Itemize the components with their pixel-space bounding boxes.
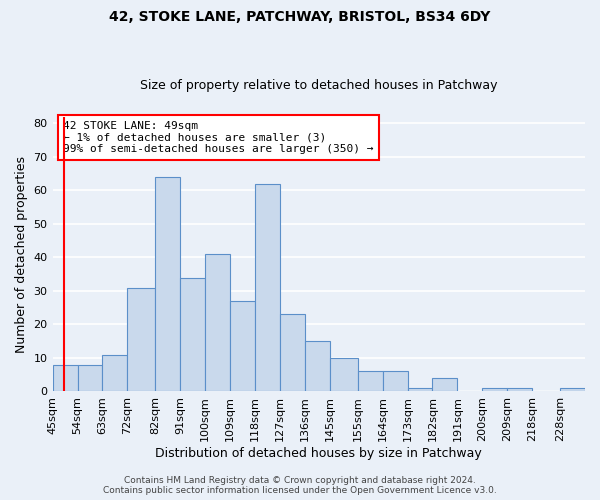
Bar bbox=[305, 341, 330, 392]
Bar bbox=[407, 388, 433, 392]
Bar bbox=[230, 301, 255, 392]
Text: 42, STOKE LANE, PATCHWAY, BRISTOL, BS34 6DY: 42, STOKE LANE, PATCHWAY, BRISTOL, BS34 … bbox=[109, 10, 491, 24]
Bar bbox=[53, 364, 77, 392]
Bar bbox=[358, 372, 383, 392]
Bar bbox=[205, 254, 230, 392]
Bar bbox=[255, 184, 280, 392]
Bar bbox=[155, 177, 180, 392]
Bar bbox=[330, 358, 358, 392]
Bar bbox=[180, 278, 205, 392]
Text: 42 STOKE LANE: 49sqm
← 1% of detached houses are smaller (3)
99% of semi-detache: 42 STOKE LANE: 49sqm ← 1% of detached ho… bbox=[63, 121, 374, 154]
Title: Size of property relative to detached houses in Patchway: Size of property relative to detached ho… bbox=[140, 79, 497, 92]
Bar bbox=[482, 388, 508, 392]
Y-axis label: Number of detached properties: Number of detached properties bbox=[15, 156, 28, 352]
Bar bbox=[103, 354, 127, 392]
X-axis label: Distribution of detached houses by size in Patchway: Distribution of detached houses by size … bbox=[155, 447, 482, 460]
Bar bbox=[127, 288, 155, 392]
Bar bbox=[77, 364, 103, 392]
Bar bbox=[560, 388, 585, 392]
Bar bbox=[433, 378, 457, 392]
Text: Contains HM Land Registry data © Crown copyright and database right 2024.
Contai: Contains HM Land Registry data © Crown c… bbox=[103, 476, 497, 495]
Bar bbox=[280, 314, 305, 392]
Bar bbox=[383, 372, 407, 392]
Bar bbox=[508, 388, 532, 392]
